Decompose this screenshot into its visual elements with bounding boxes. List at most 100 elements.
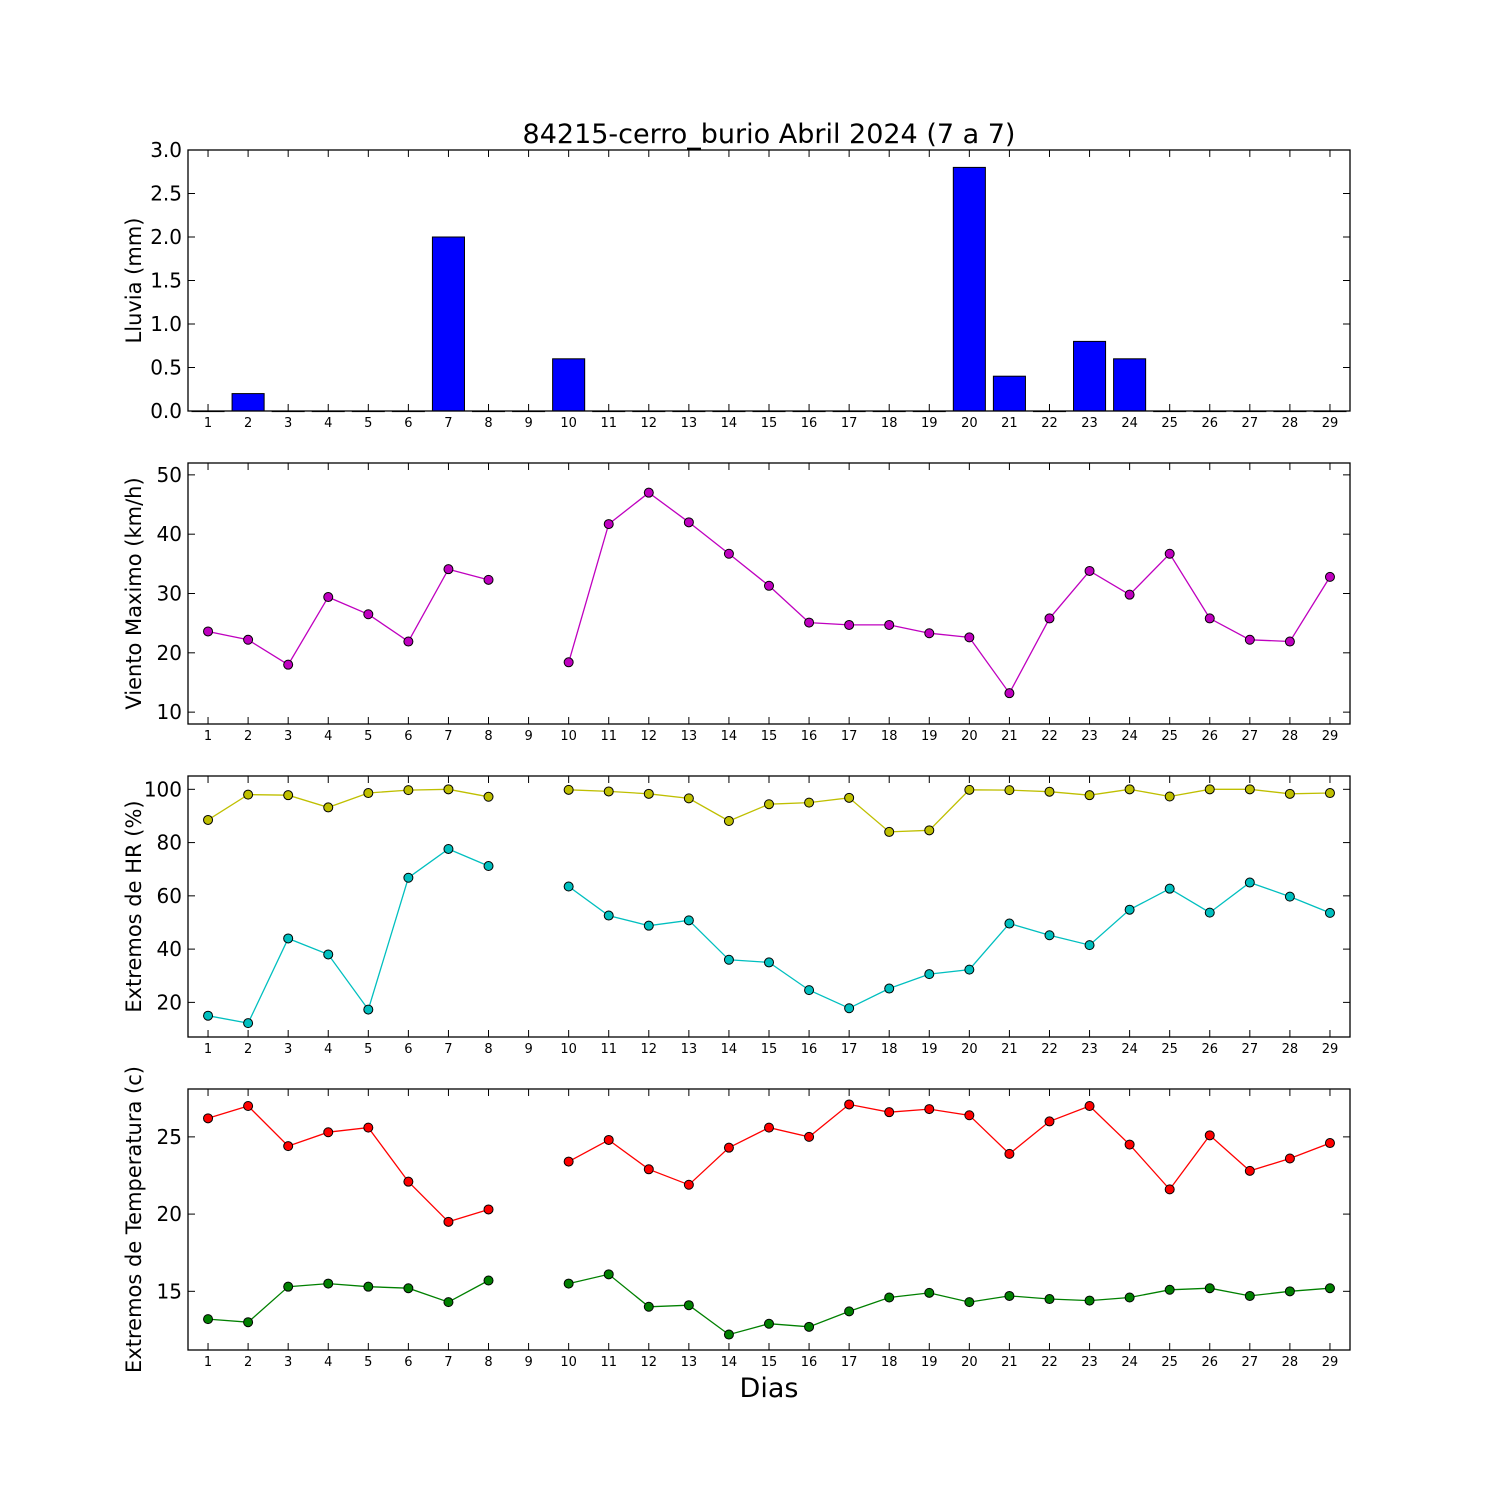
x-tick-label: 24 — [1121, 1042, 1138, 1057]
rain-bar-day-23 — [1073, 340, 1107, 412]
series-1-point-day-18 — [884, 826, 895, 837]
x-tick-label: 6 — [404, 1042, 412, 1057]
series-1-point-day-12 — [643, 1164, 654, 1175]
x-tick-label: 12 — [641, 416, 658, 431]
series-1-point-day-26 — [1204, 1130, 1215, 1141]
series-2-point-day-17 — [844, 1003, 855, 1014]
series-1-point-day-10 — [563, 784, 574, 795]
x-tick-label: 14 — [721, 729, 738, 744]
x-tick-label: 20 — [961, 1355, 978, 1370]
series-1-point-day-20 — [964, 1110, 975, 1121]
y-tick-label: 40 — [157, 937, 182, 961]
series-1-point-day-14 — [723, 1142, 734, 1153]
series-2-point-day-15 — [764, 957, 774, 968]
x-tick-label: 15 — [761, 729, 778, 744]
series-1-point-day-1 — [203, 626, 214, 637]
x-tick-label: 2 — [244, 1355, 252, 1370]
series-1-point-day-20 — [964, 784, 975, 795]
x-tick-label: 12 — [641, 1042, 658, 1057]
series-2-point-day-14 — [723, 1329, 734, 1340]
plot-frame — [187, 149, 1351, 412]
series-2-point-day-3 — [283, 933, 294, 944]
x-tick-label: 20 — [961, 1042, 978, 1057]
series-1-point-day-5 — [363, 1122, 374, 1133]
x-tick-label: 2 — [244, 416, 252, 431]
x-tick-label: 26 — [1201, 729, 1218, 744]
series-1-point-day-23 — [1084, 1100, 1095, 1111]
x-tick-label: 25 — [1161, 1042, 1178, 1057]
series-1-point-day-29 — [1324, 1138, 1335, 1149]
x-tick-label: 24 — [1121, 416, 1138, 431]
x-tick-label: 15 — [761, 1355, 778, 1370]
x-tick-label: 22 — [1041, 416, 1058, 431]
series-2-point-day-23 — [1084, 940, 1095, 951]
y-tick-label: 3.0 — [150, 138, 182, 162]
x-tick-label: 8 — [484, 416, 492, 431]
rain-bar-day-20 — [952, 166, 986, 412]
series-2-point-day-24 — [1124, 904, 1135, 915]
series-2-point-day-11 — [603, 1269, 614, 1280]
x-tick-label: 5 — [364, 1355, 372, 1370]
x-axis-label: Dias — [740, 1373, 799, 1404]
series-1-point-day-20 — [964, 632, 975, 643]
x-tick-label: 8 — [484, 1042, 492, 1057]
x-tick-label: 21 — [1001, 729, 1018, 744]
series-2-point-day-16 — [804, 1321, 815, 1332]
series-2-point-day-8 — [483, 861, 494, 872]
series-2-point-day-13 — [683, 1300, 694, 1311]
series-1-point-day-23 — [1084, 790, 1095, 801]
series-1-line — [568, 491, 1331, 695]
x-tick-label: 4 — [324, 729, 332, 744]
x-tick-label: 15 — [761, 416, 778, 431]
series-2-line — [568, 1273, 1331, 1336]
series-1-point-day-5 — [363, 609, 374, 620]
x-tick-label: 6 — [404, 1355, 412, 1370]
series-1-point-day-15 — [764, 580, 774, 591]
series-1-point-day-16 — [804, 1131, 815, 1142]
series-1-point-day-28 — [1284, 636, 1295, 647]
series-1-point-day-19 — [924, 825, 935, 836]
series-1-line — [207, 568, 489, 666]
series-1-point-day-10 — [563, 657, 574, 668]
rain-bar-day-24 — [1113, 358, 1147, 412]
series-1-point-day-16 — [804, 617, 815, 628]
x-tick-label: 7 — [444, 729, 452, 744]
x-tick-label: 8 — [484, 1355, 492, 1370]
series-1-point-day-12 — [643, 487, 654, 498]
series-1-point-day-6 — [403, 636, 414, 647]
x-tick-label: 10 — [560, 729, 577, 744]
series-2-point-day-12 — [643, 920, 654, 931]
series-1-point-day-23 — [1084, 565, 1095, 576]
x-tick-label: 3 — [284, 729, 292, 744]
x-tick-label: 13 — [681, 1355, 698, 1370]
y-tick-label: 20 — [157, 1202, 182, 1226]
series-2-point-day-22 — [1044, 1294, 1055, 1305]
series-2-point-day-22 — [1044, 930, 1055, 941]
series-1-point-day-28 — [1284, 788, 1295, 799]
series-1-point-day-22 — [1044, 786, 1055, 797]
series-2-point-day-7 — [443, 1297, 454, 1308]
series-1-point-day-13 — [683, 793, 694, 804]
series-2-point-day-6 — [403, 872, 414, 883]
series-1-point-day-24 — [1124, 589, 1135, 600]
x-tick-label: 7 — [444, 416, 452, 431]
y-tick-label: 0.5 — [150, 356, 182, 380]
y-tick-label: 100 — [144, 777, 182, 801]
series-1-point-day-7 — [443, 784, 454, 795]
series-1-point-day-27 — [1244, 1165, 1255, 1176]
x-tick-label: 17 — [841, 1355, 858, 1370]
x-tick-label: 5 — [364, 1042, 372, 1057]
x-tick-label: 16 — [801, 1042, 818, 1057]
y-axis-label: Extremos de HR (%) — [122, 800, 146, 1012]
x-tick-label: 23 — [1081, 1042, 1098, 1057]
x-tick-label: 17 — [841, 1042, 858, 1057]
x-tick-label: 15 — [761, 1042, 778, 1057]
series-1-point-day-4 — [323, 1127, 334, 1138]
series-1-line — [568, 1103, 1331, 1191]
series-1-line — [568, 788, 1331, 833]
series-2-point-day-13 — [683, 915, 694, 926]
x-tick-label: 26 — [1201, 1355, 1218, 1370]
series-2-point-day-21 — [1004, 918, 1015, 929]
